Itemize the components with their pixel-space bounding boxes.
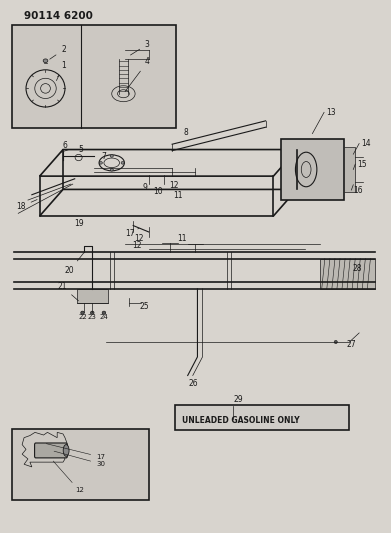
Text: 26: 26 [189, 379, 198, 388]
Text: 1: 1 [56, 61, 66, 80]
Bar [13, 25, 176, 128]
Text: 22: 22 [78, 313, 87, 320]
Text: 15: 15 [357, 160, 367, 168]
Ellipse shape [110, 168, 113, 171]
Text: 3: 3 [131, 40, 150, 55]
Ellipse shape [334, 341, 337, 344]
Ellipse shape [90, 311, 94, 314]
Text: 9: 9 [142, 183, 147, 192]
Text: 5: 5 [78, 145, 83, 154]
Text: 29: 29 [233, 395, 243, 404]
Text: 12: 12 [53, 461, 84, 494]
Text: 12: 12 [132, 241, 142, 250]
Ellipse shape [102, 311, 106, 314]
Text: 21: 21 [57, 282, 79, 301]
Text: 20: 20 [65, 252, 85, 275]
Bar [13, 429, 149, 500]
Ellipse shape [81, 311, 84, 314]
Text: 16: 16 [353, 185, 363, 195]
Text: 11: 11 [177, 234, 187, 243]
Text: 23: 23 [88, 313, 97, 320]
Ellipse shape [99, 161, 102, 164]
Text: 4: 4 [125, 58, 150, 92]
Text: 90114 6200: 90114 6200 [24, 11, 93, 21]
Text: 6: 6 [63, 141, 67, 150]
Text: 7: 7 [102, 152, 106, 161]
Text: 12: 12 [134, 234, 144, 243]
Bar [281, 139, 344, 200]
Text: 11: 11 [173, 191, 183, 200]
Bar [77, 289, 108, 303]
Bar [320, 259, 375, 289]
Text: 18: 18 [16, 199, 37, 211]
Text: 19: 19 [74, 220, 83, 229]
Text: 17: 17 [46, 443, 105, 460]
Text: UNLEADED GASOLINE ONLY: UNLEADED GASOLINE ONLY [182, 416, 300, 425]
Text: 24: 24 [100, 313, 108, 320]
Text: 25: 25 [139, 302, 149, 311]
Text: 17: 17 [126, 228, 139, 238]
Text: 10: 10 [154, 187, 163, 196]
Text: 2: 2 [50, 45, 66, 59]
Ellipse shape [110, 155, 113, 157]
Text: 12: 12 [169, 181, 179, 190]
Text: 27: 27 [346, 340, 356, 349]
FancyBboxPatch shape [34, 443, 67, 458]
Ellipse shape [63, 445, 69, 456]
Ellipse shape [121, 161, 124, 164]
Text: 28: 28 [352, 264, 362, 273]
Bar [344, 147, 355, 192]
Ellipse shape [43, 59, 48, 62]
Text: 30: 30 [54, 451, 105, 467]
Text: 14: 14 [361, 139, 371, 148]
FancyBboxPatch shape [175, 405, 349, 430]
Text: 13: 13 [326, 108, 335, 117]
Text: 8: 8 [183, 127, 188, 136]
